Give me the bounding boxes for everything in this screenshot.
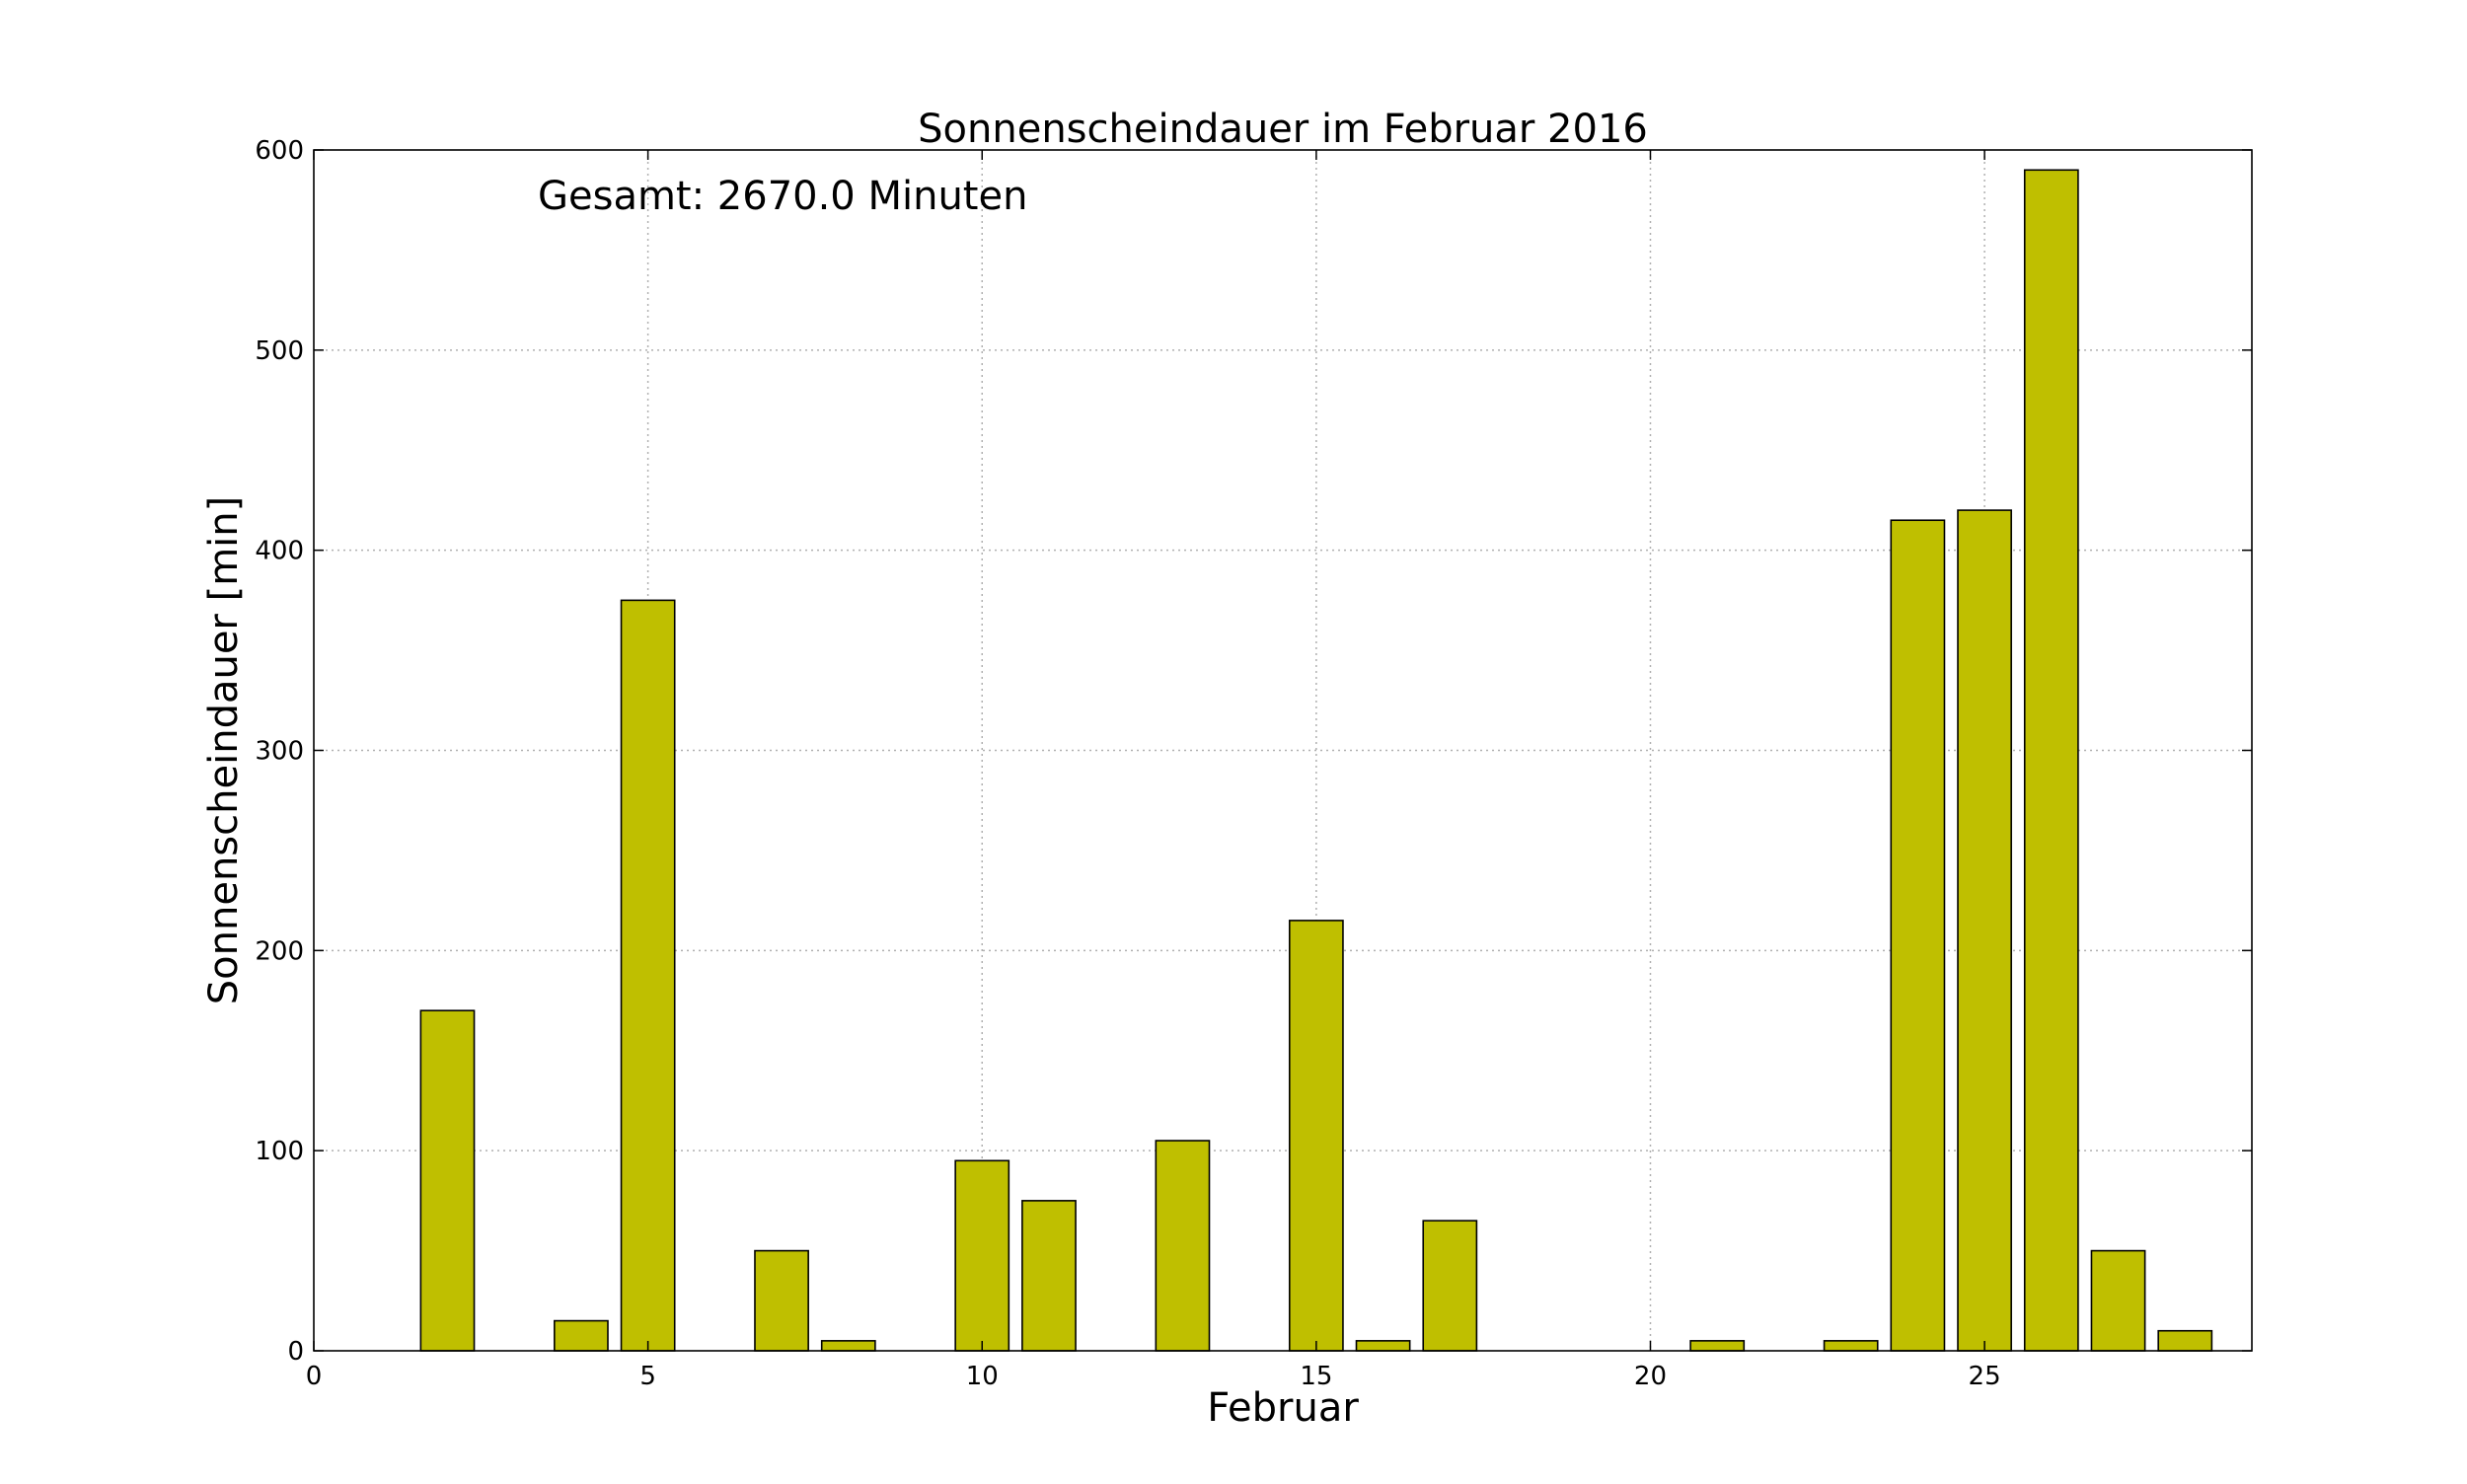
y-tick-label: 0	[287, 1337, 304, 1367]
x-tick-label: 5	[639, 1362, 656, 1391]
bar-day-28	[2157, 1329, 2213, 1352]
y-tick-label: 300	[255, 737, 304, 767]
bar-day-17	[1422, 1220, 1478, 1352]
bar-day-4	[554, 1319, 609, 1352]
bar-day-26	[2023, 169, 2079, 1352]
bar-day-23	[1823, 1340, 1879, 1352]
bar-day-11	[1021, 1200, 1077, 1352]
bar-day-7	[754, 1249, 809, 1352]
ticks-layer: 0 5 10 15 20 25 0 100 200 300 400 500 600	[255, 136, 2252, 1391]
chart-title: Sonnenscheindauer im Februar 2016	[918, 107, 1648, 152]
bar-day-13	[1155, 1140, 1211, 1352]
labels-layer: Sonnenscheindauer im Februar 2016 Gesamt…	[201, 107, 1648, 1431]
x-tick-label: 10	[966, 1362, 999, 1391]
x-tick-label: 20	[1634, 1362, 1667, 1391]
y-tick-label: 200	[255, 936, 304, 966]
y-axis-label: Sonnenscheindauer [min]	[201, 496, 247, 1004]
y-tick-label: 100	[255, 1137, 304, 1166]
x-tick-label: 25	[1969, 1362, 2001, 1391]
bar-day-27	[2090, 1249, 2146, 1352]
y-tick-label: 600	[255, 136, 304, 166]
x-tick-label: 15	[1300, 1362, 1332, 1391]
bar-day-16	[1355, 1340, 1411, 1352]
y-tick-label: 400	[255, 537, 304, 566]
bar-day-10	[954, 1159, 1010, 1352]
x-axis-label: Februar	[1207, 1385, 1359, 1431]
bar-day-5	[620, 599, 676, 1352]
bar-day-25	[1957, 509, 2012, 1352]
total-annotation: Gesamt: 2670.0 Minuten	[538, 174, 1027, 219]
x-tick-label: 0	[306, 1362, 323, 1391]
bar-day-21	[1689, 1340, 1746, 1352]
bar-day-15	[1288, 920, 1344, 1352]
bar-day-2	[419, 1009, 476, 1352]
bar-day-24	[1890, 519, 1946, 1352]
bar-day-8	[820, 1340, 876, 1352]
y-tick-label: 500	[255, 336, 304, 366]
